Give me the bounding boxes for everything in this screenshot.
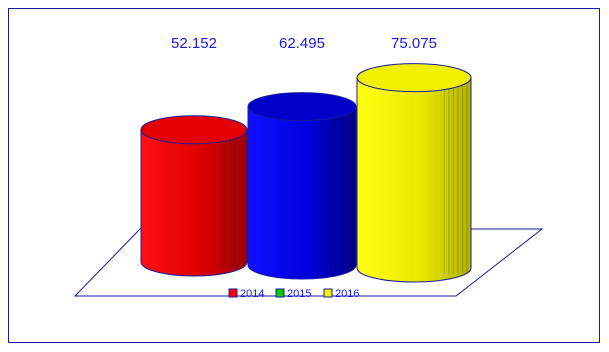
bar-body-2016 [356,77,472,283]
chart-frame [8,8,600,343]
legend-swatch-2014 [228,288,238,298]
legend-item-2016: 2016 [323,288,359,300]
legend-label-2016: 2016 [335,288,359,300]
bar-2015 [247,92,357,280]
legend-label-2014: 2014 [240,288,264,300]
legend: 2014 2015 2016 [228,288,359,300]
bar-body-2014 [140,129,248,277]
value-label-2015: 62.495 [279,35,325,52]
bar-2014 [140,115,248,277]
bar-body-2015 [247,106,357,280]
legend-item-2014: 2014 [228,288,264,300]
legend-swatch-2015 [275,288,285,298]
legend-item-2015: 2015 [275,288,311,300]
bar-top-2014 [140,115,248,145]
legend-swatch-2016 [323,288,333,298]
value-labels-group: 52.152 62.495 75.075 [171,35,437,52]
bar-top-2016 [356,63,472,93]
value-label-2016: 75.075 [391,35,437,52]
legend-label-2015: 2015 [287,288,311,300]
bars-group [140,63,472,283]
bar-2016 [356,63,472,283]
bar-top-2015 [247,92,357,122]
value-label-2014: 52.152 [171,35,217,52]
